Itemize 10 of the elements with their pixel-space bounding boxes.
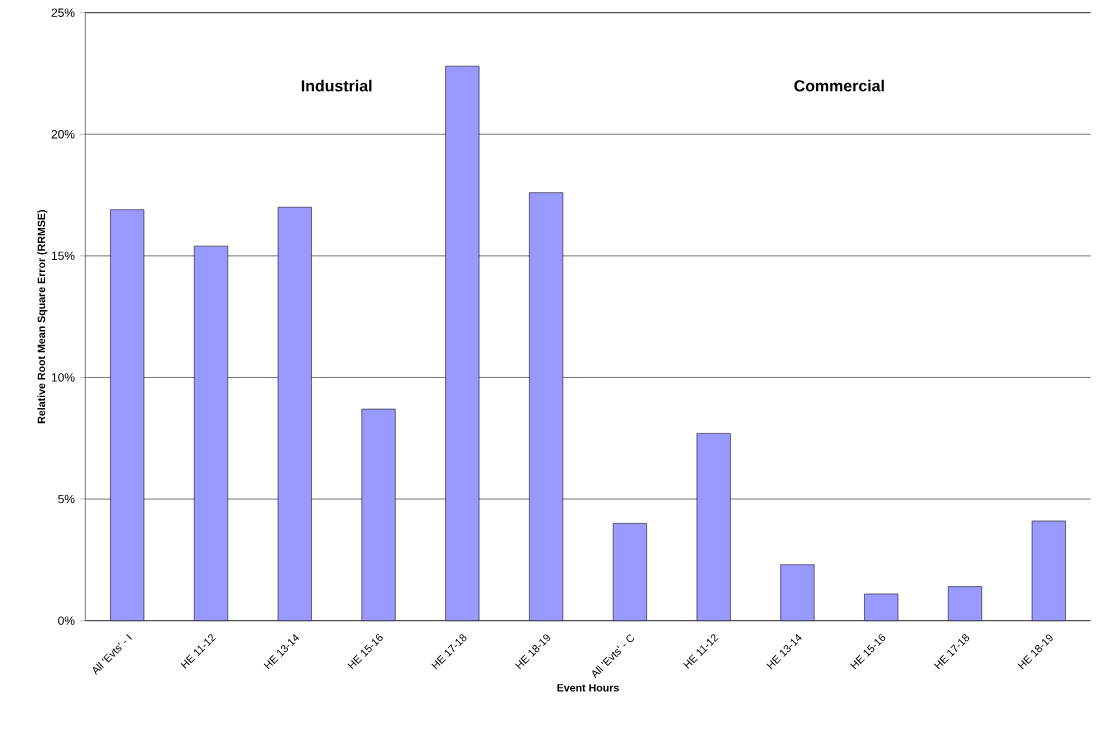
y-tick-label: 10%	[51, 373, 75, 382]
y-tick-label: 25%	[51, 8, 75, 17]
annotation: Commercial	[794, 79, 884, 92]
y-axis-title: Relative Root Mean Square Error (RRMSE)	[37, 210, 48, 424]
y-tick-label: 0%	[58, 616, 75, 625]
y-tick-label: 15%	[51, 251, 75, 261]
annotation: Industrial	[301, 79, 372, 92]
y-tick-label: 20%	[51, 130, 75, 139]
y-tick-label: 5%	[58, 494, 75, 504]
x-axis-title: Event Hours	[557, 684, 619, 692]
